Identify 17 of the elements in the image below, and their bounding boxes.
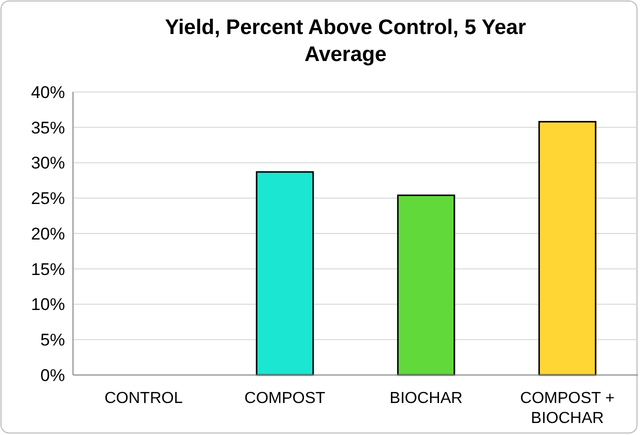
y-tick-label: 30% [30,154,65,173]
y-tick-label: 40% [30,82,65,102]
x-tick-label: BIOCHAR [390,390,463,407]
bar [397,194,456,376]
y-tick-label: 10% [30,295,65,314]
y-tick-label: 25% [30,189,65,208]
x-tick-label: CONTROL [104,390,183,407]
y-tick-label: 20% [30,224,65,244]
x-tick-label: COMPOST + BIOCHAR [520,390,615,427]
bar [256,171,314,376]
y-tick-label: 5% [40,330,65,350]
bar [538,120,596,376]
y-tick-label: 0% [40,366,65,385]
x-tick-label: COMPOST [244,390,326,407]
chart-title: Yield, Percent Above Control, 5 Year Average [164,16,526,66]
y-tick-label: 35% [30,118,65,138]
y-tick-label: 15% [30,260,65,279]
